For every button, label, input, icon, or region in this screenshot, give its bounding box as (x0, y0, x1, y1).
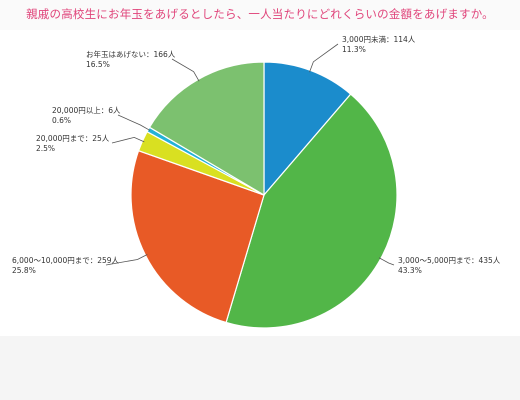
chart-title: 親戚の高校生にお年玉をあげるとしたら、一人当たりにどれくらいの金額をあげますか。 (26, 7, 494, 21)
leader-line-4 (111, 136, 145, 144)
slice-percent-6: 16.5% (86, 60, 110, 69)
leader-line-2 (378, 257, 395, 266)
slice-percent-5: 0.6% (52, 116, 71, 125)
bottom-band (0, 336, 520, 400)
slice-label-5: 20,000円以上：6人 (52, 106, 121, 115)
slice-label-6: お年玉はあげない：166人 (86, 49, 176, 59)
slice-label-2: 3,000〜5,000円まで：435人 (398, 256, 501, 265)
slice-percent-3: 25.8% (12, 266, 36, 275)
slice-label-1: 3,000円未満：114人 (342, 34, 416, 44)
leader-line-1 (309, 43, 339, 73)
leader-line-3 (105, 254, 148, 266)
slice-percent-2: 43.3% (398, 266, 422, 275)
leader-line-6 (171, 58, 200, 82)
slice-label-4: 20,000円まで：25人 (36, 134, 110, 143)
pie-slices (130, 61, 398, 329)
slice-label-3: 6,000〜10,000円まで：259人 (12, 256, 120, 265)
leader-lines (105, 43, 395, 266)
title-band (0, 0, 520, 30)
leader-line-5 (117, 114, 151, 131)
slice-percent-4: 2.5% (36, 144, 55, 153)
slice-percent-1: 11.3% (342, 45, 366, 54)
